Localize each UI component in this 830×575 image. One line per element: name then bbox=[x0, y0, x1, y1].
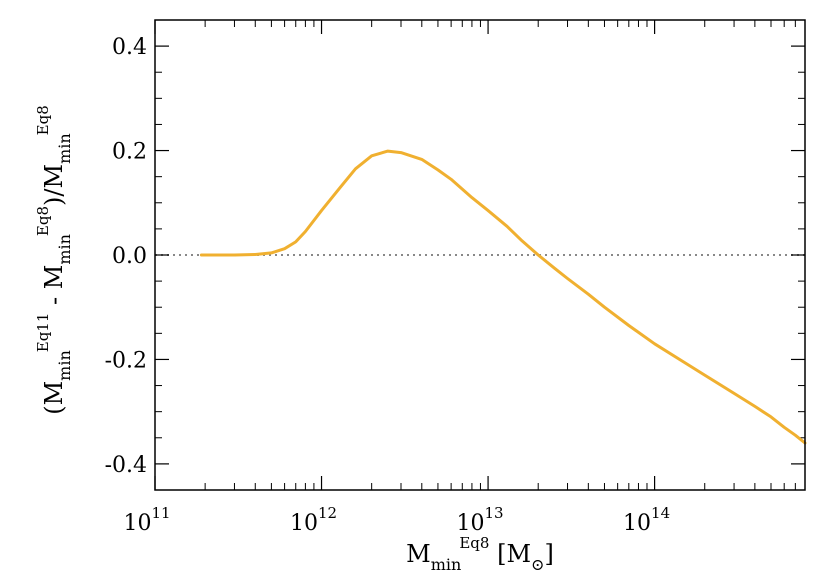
y-tick-label: -0.4 bbox=[105, 453, 147, 478]
y-tick-label: 0.0 bbox=[112, 244, 147, 269]
y-tick-label: -0.2 bbox=[105, 348, 147, 373]
y-label-s1-sup: Eq11 bbox=[34, 313, 52, 353]
y-tick-label: 0.4 bbox=[112, 35, 147, 60]
y-label-s3-sub: min bbox=[55, 133, 74, 164]
y-tick-label: 0.2 bbox=[112, 140, 147, 165]
x-label-unit-sub: ⊙ bbox=[531, 555, 544, 574]
x-tick-label: 1013 bbox=[457, 504, 504, 536]
x-label-sup: Eq8 bbox=[459, 534, 489, 552]
y-label-s2-sup: Eq8 bbox=[34, 206, 52, 236]
x-label-unit-open: [M bbox=[489, 540, 531, 568]
x-tick-label: 1011 bbox=[123, 504, 170, 536]
y-axis-label: (MminEq11 - MminEq8)/MminEq8 bbox=[34, 105, 74, 415]
y-label-s3-sup: Eq8 bbox=[34, 105, 52, 135]
y-label-p1: (M bbox=[40, 381, 68, 415]
x-label-unit-close: ] bbox=[544, 540, 553, 568]
x-tick-label: 1014 bbox=[623, 504, 670, 536]
series-layer bbox=[199, 149, 807, 445]
y-label-s1-sub: min bbox=[55, 350, 74, 381]
series-line bbox=[199, 149, 807, 445]
plot-frame bbox=[154, 19, 806, 491]
x-tick-label: 1012 bbox=[290, 504, 337, 536]
x-label-main: M bbox=[406, 540, 431, 568]
x-label-sub: min bbox=[431, 555, 462, 574]
axis-ticks bbox=[154, 20, 806, 490]
y-label-p3: )/M bbox=[40, 164, 68, 206]
tick-labels: 1011 1012 1013 1014 0.4 0.2 0.0 -0.2 -0.4 bbox=[105, 35, 671, 536]
x-axis-label: Mmin Eq8 [M⊙] bbox=[406, 534, 554, 574]
y-label-p2: - M bbox=[40, 265, 68, 313]
y-label-s2-sub: min bbox=[55, 234, 74, 265]
